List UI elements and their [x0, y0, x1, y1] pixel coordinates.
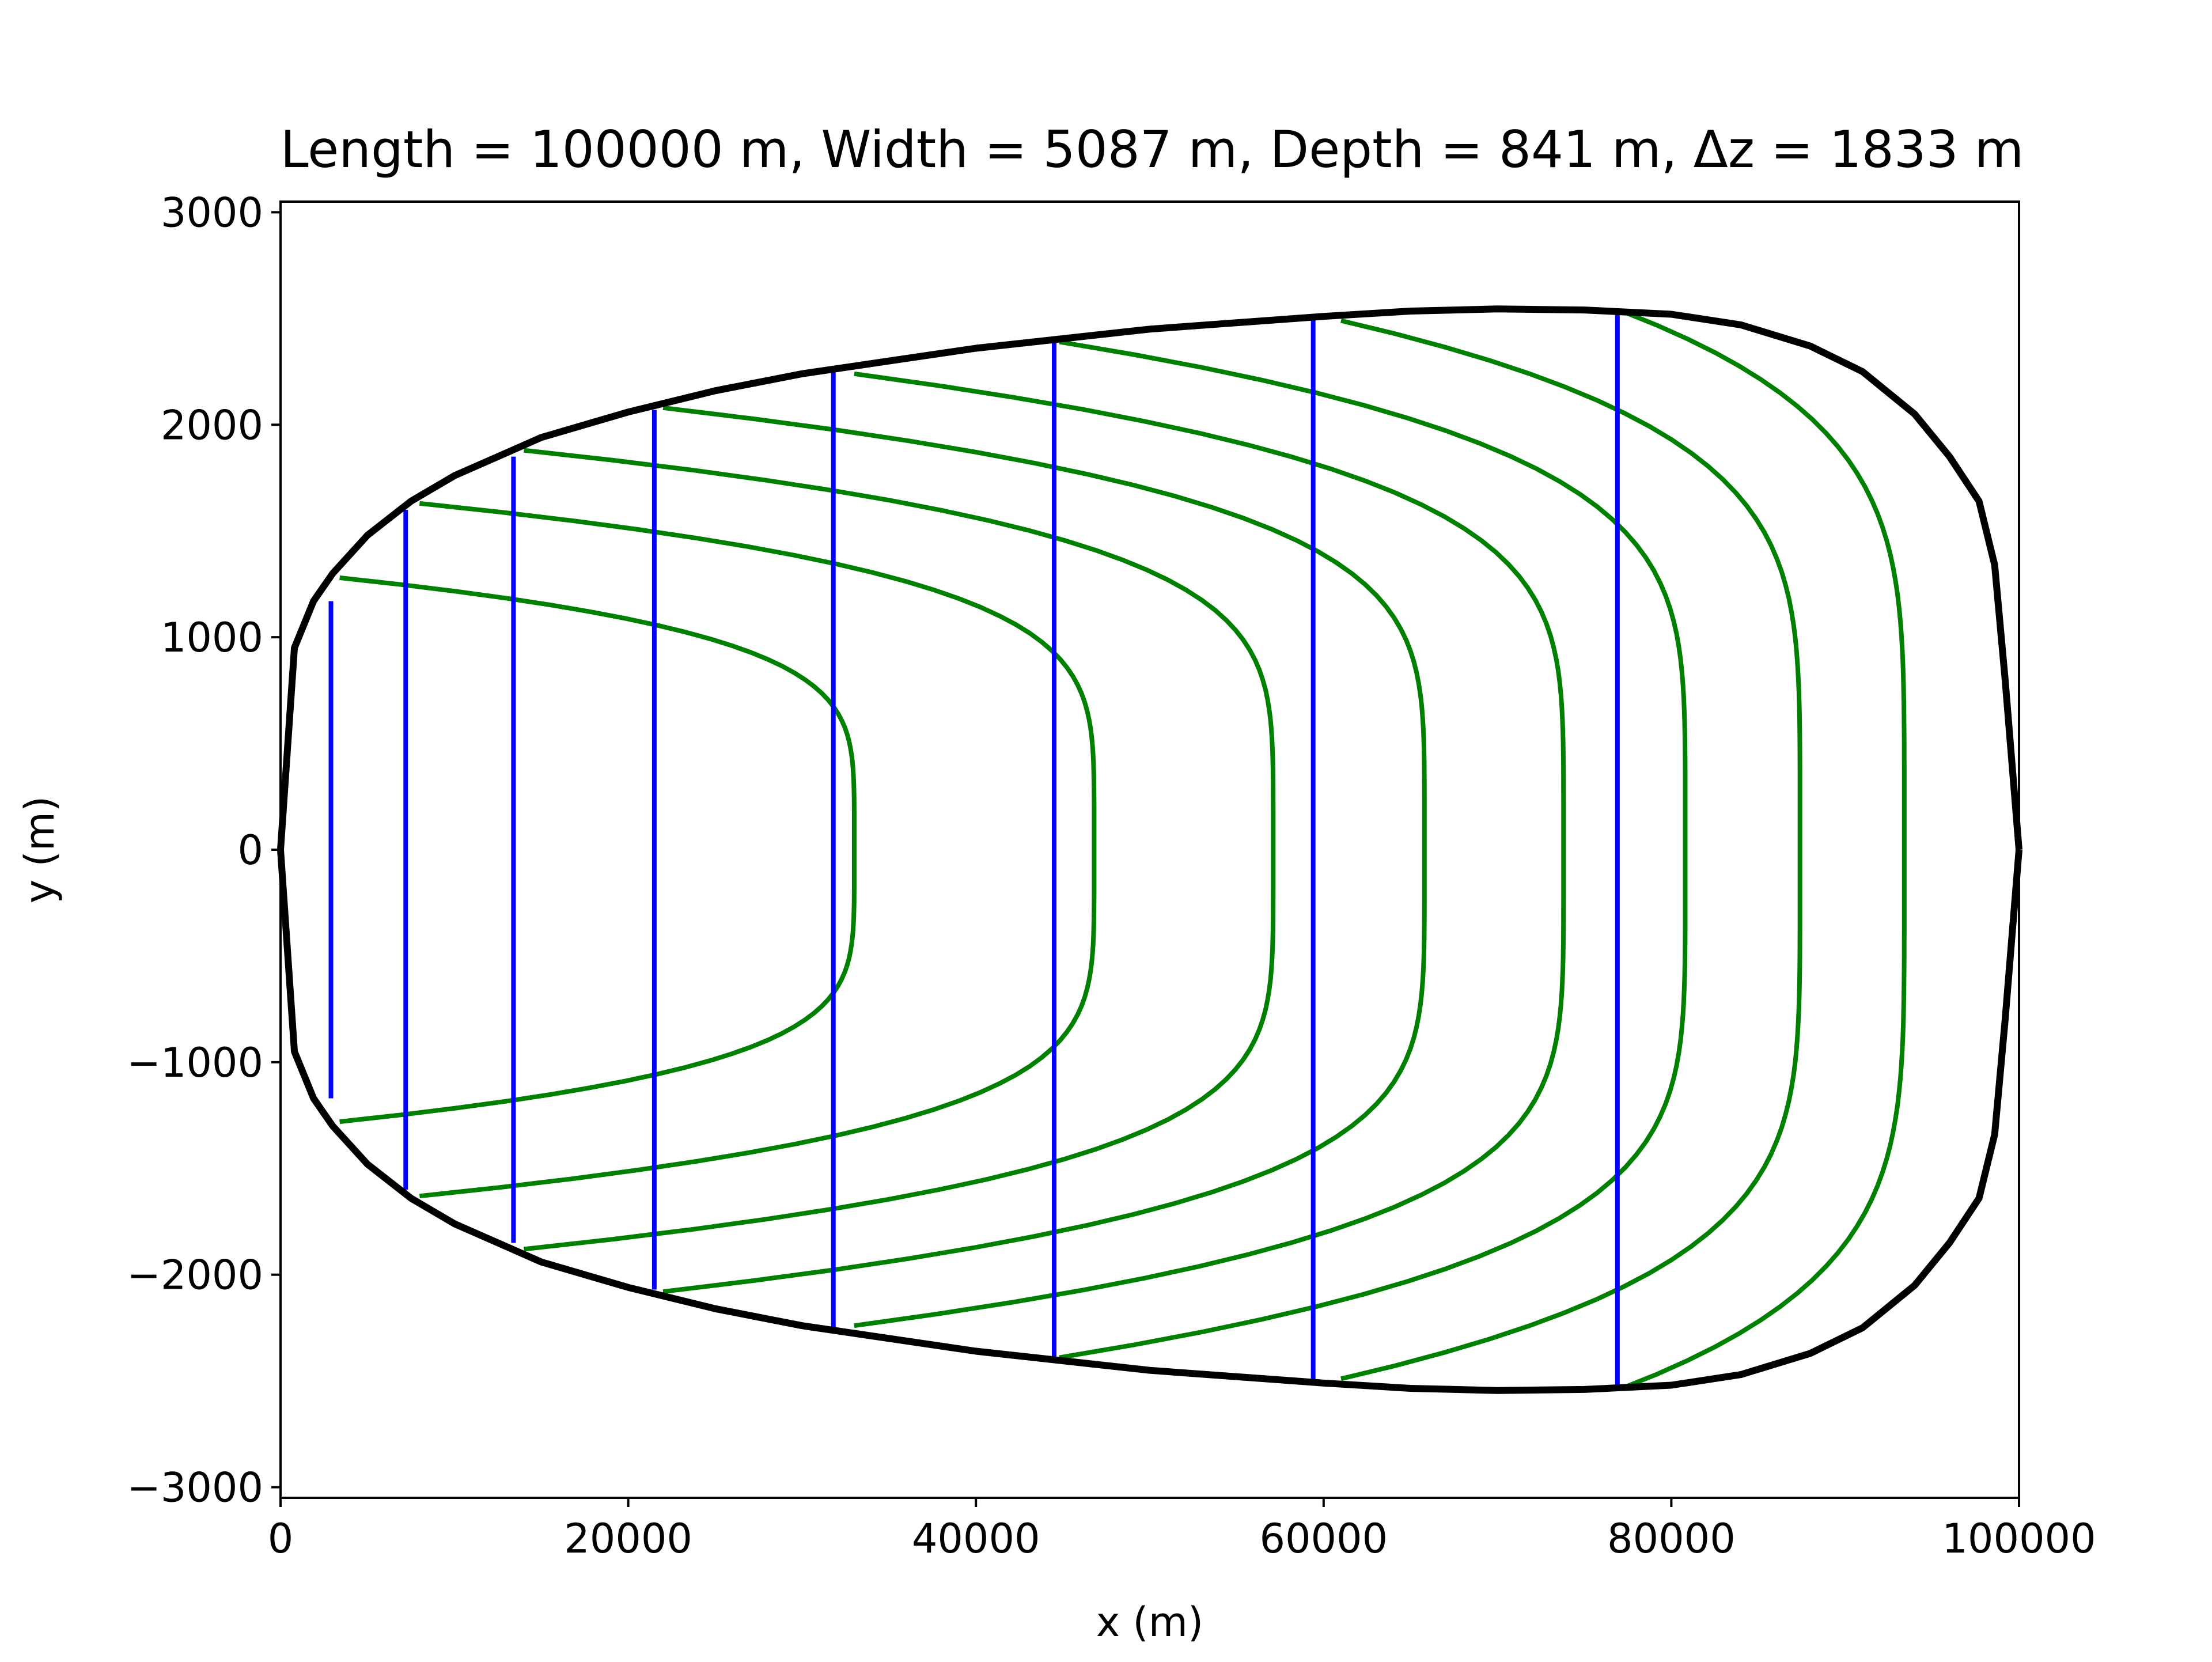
contour-line-2 [419, 501, 1097, 1199]
contour-line-3 [524, 448, 1276, 1252]
y-tick-label-0: −3000 [127, 1464, 263, 1512]
x-tick-label-2: 40000 [912, 1515, 1040, 1562]
y-tick-label-1: −2000 [127, 1252, 263, 1299]
outline-lower [277, 849, 2022, 1394]
contour-line-6 [1059, 339, 1688, 1360]
y-tick-label-6: 3000 [161, 189, 263, 236]
y-tick-label-5: 2000 [161, 402, 263, 449]
x-axis-label: x (m) [1096, 1599, 1203, 1646]
contour-line-7 [1340, 318, 1802, 1381]
x-tick-label-5: 100000 [1942, 1515, 2096, 1562]
contour-line-8 [1623, 310, 1907, 1390]
outline-upper [277, 305, 2022, 850]
contour-line-1 [339, 575, 857, 1125]
y-tick-label-4: 1000 [161, 614, 263, 661]
x-tick-label-0: 0 [268, 1515, 294, 1562]
contour-line-5 [854, 371, 1566, 1328]
chart-title: Length = 100000 m, Width = 5087 m, Depth… [281, 120, 2024, 179]
x-tick-label-3: 60000 [1259, 1515, 1388, 1562]
y-axis: −3000 −2000 −1000 0 1000 2000 3000 [127, 189, 281, 1512]
contour-line-4 [662, 405, 1427, 1294]
plot-marks [277, 305, 2022, 1394]
y-tick-label-3: 0 [237, 827, 263, 874]
x-tick-label-1: 20000 [564, 1515, 692, 1562]
y-axis-label: y (m) [16, 796, 63, 903]
x-axis: 0 20000 40000 60000 80000 100000 [268, 1498, 2096, 1562]
y-tick-label-2: −1000 [127, 1039, 263, 1086]
x-tick-label-4: 80000 [1607, 1515, 1736, 1562]
